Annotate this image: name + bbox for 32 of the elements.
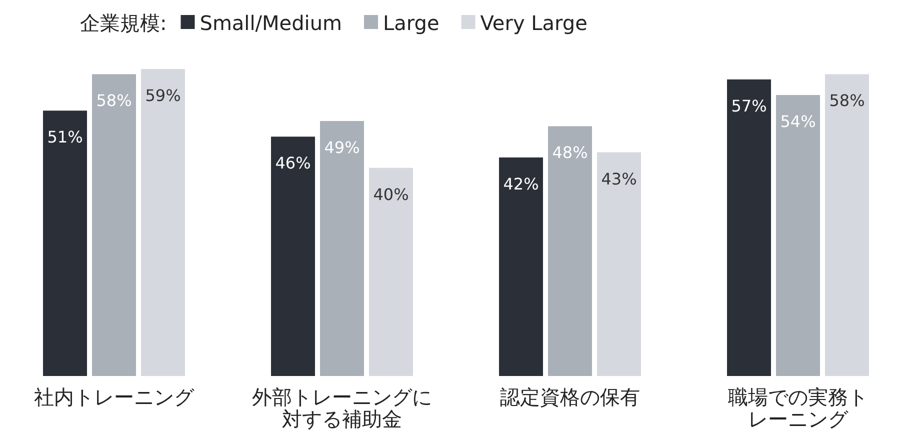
bar — [499, 157, 543, 376]
data-label: 46% — [275, 154, 311, 173]
bar — [548, 126, 592, 376]
data-label: 48% — [552, 143, 588, 162]
bar — [369, 168, 413, 376]
data-label: 42% — [503, 174, 539, 194]
data-label: 51% — [47, 128, 83, 147]
data-label: 59% — [145, 86, 181, 105]
bar — [727, 79, 771, 376]
x-tick-label: 社内トレーニング — [33, 385, 196, 409]
bar — [776, 95, 820, 376]
data-label: 58% — [829, 91, 865, 110]
x-tick-label: 外部トレーニングに対する補助金 — [251, 385, 433, 431]
data-label: 49% — [324, 138, 360, 158]
data-label: 40% — [373, 184, 409, 204]
x-tick-label: 認定資格の保有 — [499, 385, 641, 409]
bar — [320, 121, 364, 376]
legend-label: Very Large — [480, 11, 588, 35]
data-label: 54% — [780, 112, 816, 132]
bar — [43, 110, 87, 376]
bar — [597, 152, 641, 376]
bar — [271, 136, 315, 376]
data-label: 58% — [96, 91, 132, 110]
bar — [141, 69, 185, 376]
legend-title: 企業規模: — [80, 11, 167, 35]
bar — [825, 74, 869, 376]
legend-label: Large — [383, 11, 440, 35]
data-label: 57% — [731, 96, 767, 116]
legend-label: Small/Medium — [200, 11, 342, 35]
data-label: 43% — [601, 169, 637, 188]
x-tick-label: 職場での実務トレーニング — [727, 385, 869, 431]
bar — [92, 74, 136, 376]
